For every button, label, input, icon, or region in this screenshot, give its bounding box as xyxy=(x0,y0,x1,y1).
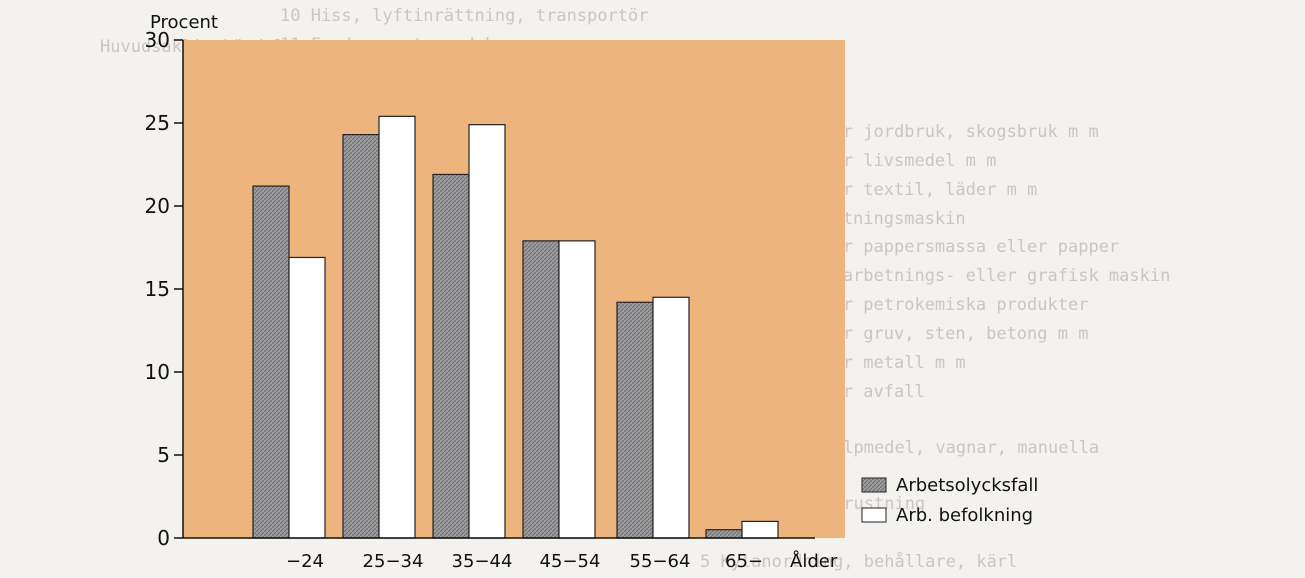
bar-arb-befolkning xyxy=(468,124,506,539)
legend-label: Arbetsolycksfall xyxy=(896,475,1038,496)
y-tick-label: 10 xyxy=(145,360,170,384)
bar-arbetsolycksfall xyxy=(432,173,470,539)
y-tick-label: 20 xyxy=(145,194,170,218)
legend-label: Arb. befolkning xyxy=(896,505,1033,526)
y-tick-label: 30 xyxy=(145,28,170,52)
bar-arbetsolycksfall xyxy=(342,134,380,539)
x-category-label: −24 xyxy=(286,551,324,572)
bar-arb-befolkning xyxy=(558,240,596,539)
legend-swatch xyxy=(861,477,887,493)
bar-arbetsolycksfall xyxy=(705,529,743,539)
x-category-label: 25−34 xyxy=(363,551,424,572)
x-category-label: 65− xyxy=(725,551,763,572)
x-category-label: 55−64 xyxy=(630,551,691,572)
bar-arbetsolycksfall xyxy=(522,240,560,539)
legend: Arbetsolycksfall Arb. befolkning xyxy=(861,475,1038,526)
bar-arb-befolkning xyxy=(741,520,779,539)
bar-arbetsolycksfall xyxy=(252,185,290,539)
y-tick-label: 5 xyxy=(157,443,170,467)
x-category-label: 35−44 xyxy=(452,551,513,572)
x-category-label: 45−54 xyxy=(540,551,601,572)
bar-arb-befolkning xyxy=(378,115,416,539)
x-axis-title: Ålder xyxy=(790,550,838,572)
bar-arbetsolycksfall xyxy=(616,301,654,539)
bars-group xyxy=(252,115,779,539)
y-tick-label: 15 xyxy=(145,277,170,301)
legend-swatch xyxy=(861,507,887,523)
bar-arb-befolkning xyxy=(288,256,326,539)
y-tick-label: 25 xyxy=(145,111,170,135)
y-axis-title: Procent xyxy=(150,12,218,33)
y-tick-label: 0 xyxy=(157,526,170,550)
bar-arb-befolkning xyxy=(652,296,690,539)
